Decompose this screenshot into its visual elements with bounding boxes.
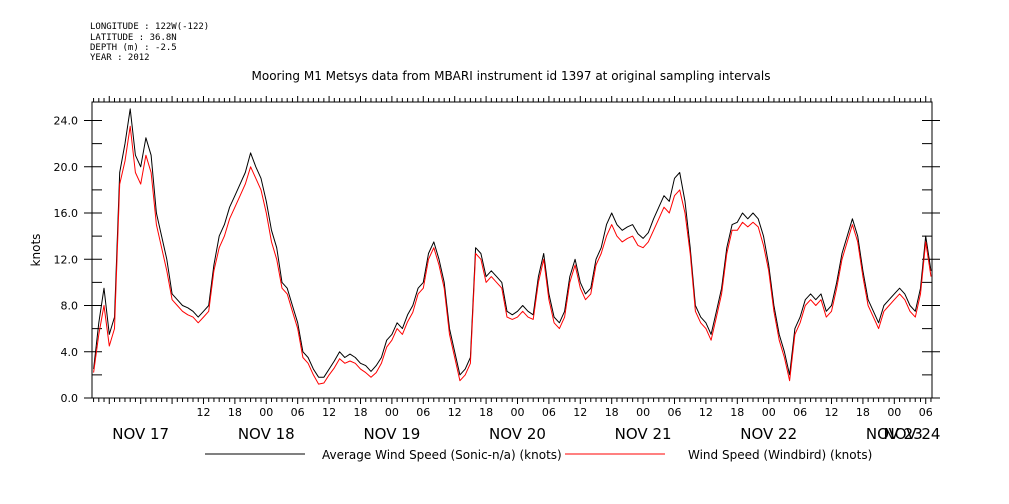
meta-depth: DEPTH (m) : -2.5 xyxy=(90,43,177,53)
x-tick-label: 00 xyxy=(259,406,273,419)
x-date-label: NOV 21 xyxy=(615,425,672,443)
legend-label-average-wind: Average Wind Speed (Sonic-n/a) (knots) xyxy=(322,448,562,462)
x-tick-label: 00 xyxy=(762,406,776,419)
x-tick-label: 06 xyxy=(668,406,682,419)
x-tick-label: 12 xyxy=(699,406,713,419)
x-tick-label: 00 xyxy=(887,406,901,419)
y-tick-label: 24.0 xyxy=(54,115,79,128)
y-tick-label: 20.0 xyxy=(54,161,79,174)
x-tick-label: 12 xyxy=(448,406,462,419)
x-tick-label: 12 xyxy=(825,406,839,419)
x-tick-label: 12 xyxy=(573,406,587,419)
x-date-label: NOV 23 xyxy=(866,425,923,443)
y-tick-label: 8.0 xyxy=(61,300,79,313)
x-tick-label: 18 xyxy=(605,406,619,419)
chart-title: Mooring M1 Metsys data from MBARI instru… xyxy=(252,69,771,83)
y-tick-label: 0.0 xyxy=(61,392,79,405)
y-axis-label: knots xyxy=(29,234,43,267)
metadata-block: LONGITUDE : 122W(-122) LATITUDE : 36.8N … xyxy=(90,22,209,63)
x-date-label: NOV 20 xyxy=(489,425,546,443)
x-tick-label: 06 xyxy=(542,406,556,419)
meta-longitude: LONGITUDE : 122W(-122) xyxy=(90,22,209,32)
x-date-label: NOV 17 xyxy=(112,425,169,443)
x-tick-label: 18 xyxy=(856,406,870,419)
series-line-1 xyxy=(93,108,932,378)
x-tick-label: 06 xyxy=(416,406,430,419)
x-tick-label: 00 xyxy=(636,406,650,419)
legend: Average Wind Speed (Sonic-n/a) (knots) W… xyxy=(205,448,872,462)
x-tick-label: 12 xyxy=(322,406,336,419)
x-tick-label: 18 xyxy=(730,406,744,419)
meta-year: YEAR : 2012 xyxy=(90,53,150,63)
y-tick-label: 4.0 xyxy=(61,346,79,359)
x-tick-label: 06 xyxy=(919,406,933,419)
meta-latitude: LATITUDE : 36.8N xyxy=(90,33,177,43)
x-tick-label: 06 xyxy=(793,406,807,419)
x-tick-label: 18 xyxy=(228,406,242,419)
plot-frame xyxy=(91,101,933,399)
x-tick-label: 12 xyxy=(196,406,210,419)
x-tick-label: 18 xyxy=(353,406,367,419)
x-date-label: NOV 19 xyxy=(363,425,420,443)
plot-area: 0.0 4.0 8.0 12.0 16.0 20.0 24.0 12 18 00 06 12 18 00 0… xyxy=(29,96,940,443)
x-date-label: NOV 22 xyxy=(740,425,797,443)
x-tick-label: 00 xyxy=(385,406,399,419)
x-date-label: NOV 18 xyxy=(238,425,295,443)
series-line-2 xyxy=(93,125,932,385)
y-tick-label: 16.0 xyxy=(54,207,79,220)
x-tick-label: 06 xyxy=(291,406,305,419)
y-tick-label: 12.0 xyxy=(54,253,79,266)
legend-label-windbird: Wind Speed (Windbird) (knots) xyxy=(688,448,872,462)
x-tick-label: 00 xyxy=(510,406,524,419)
x-tick-label: 18 xyxy=(479,406,493,419)
x-date-label: NOV 24 xyxy=(884,425,941,443)
